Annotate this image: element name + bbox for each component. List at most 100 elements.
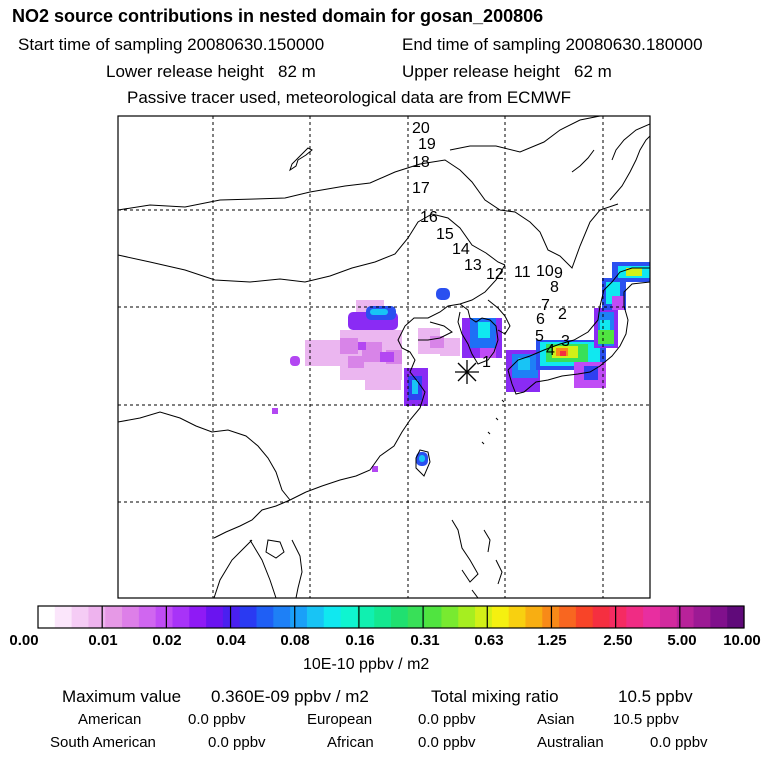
region-name-south-american: South American [50,734,156,751]
colorbar-cell [592,606,611,628]
colorbar-tick-label: 0.08 [280,632,309,649]
colorbar-tick-label: 5.00 [667,632,696,649]
sampling-start: Start time of sampling 20080630.150000 [18,35,325,54]
colorbar-cell [122,606,140,628]
graticule [118,116,650,598]
upper-release-height: Upper release height 62 m [402,62,612,81]
colorbar-cell [659,606,678,628]
colorbar-cell [525,606,543,628]
lower-release-height: Lower release height 82 m [106,62,316,81]
colorbar-tick-label: 2.50 [603,632,632,649]
trajectory-label: 12 [486,266,504,283]
colorbar-cell [155,606,174,628]
region-name-asian: Asian [537,711,575,728]
trajectory-label: 7 [541,297,550,314]
colorbar-cell [105,606,123,628]
coastlines [118,116,650,598]
colorbar-tick-label: 0.63 [474,632,503,649]
region-value-american: 0.0 ppbv [188,711,246,728]
colorbar-cell [340,606,358,628]
colorbar-cell [38,606,56,628]
region-value-south-american: 0.0 ppbv [208,734,266,751]
colorbar-cell [206,606,224,628]
colorbar-cell [407,606,426,628]
region-value-african: 0.0 ppbv [418,734,476,751]
colorbar-cell [138,606,157,628]
region-name-european: European [307,711,373,728]
colorbar-cell [273,606,291,628]
tracer-note: Passive tracer used, meteorological data… [127,88,572,107]
colorbar-cell [559,606,577,628]
total-mixing-value: 10.5 ppbv [618,687,693,706]
colorbar-cell [491,606,510,628]
colorbar-cell [475,606,493,628]
trajectory-label: 9 [554,265,563,282]
max-value: 0.360E-09 ppbv / m2 [211,687,369,706]
trajectory-label: 6 [536,311,545,328]
trajectory-label: 10 [536,263,554,280]
trajectory-label: 14 [452,241,470,258]
colorbar-cell [710,606,728,628]
region-name-american: American [78,711,142,728]
colorbar-cell [643,606,661,628]
trajectory-label: 17 [412,180,430,197]
colorbar-cell [626,606,644,628]
colorbar-unit: 10E-10 ppbv / m2 [303,656,430,673]
colorbar-cell [172,606,190,628]
region-value-australian: 0.0 ppbv [650,734,708,751]
trajectory-label: 1 [482,354,491,371]
colorbar-cell [424,606,443,628]
trajectory-label: 15 [436,226,454,243]
trajectory-label: 19 [418,136,436,153]
colorbar-cell [458,606,476,628]
trajectory-label: 16 [420,209,438,226]
colorbar-cell [609,606,627,628]
trajectory-label: 8 [550,279,559,296]
colorbar-cell [693,606,711,628]
max-value-label: Maximum value [62,687,182,706]
colorbar-tick-label: 0.31 [410,632,439,649]
trajectory-labels: 1 2 3 4 5 6 7 8 9 10 11 12 13 14 15 16 1… [412,120,570,371]
colorbar-tick-label: 0.00 [9,632,38,649]
colorbar-cell [189,606,207,628]
trajectory-label: 4 [546,342,555,359]
colorbar-tick-label: 10.00 [723,632,761,649]
colorbar-tick-label: 0.01 [88,632,117,649]
colorbar-tick-labels: 0.00 0.01 0.02 0.04 0.08 0.16 0.31 0.63 … [9,632,760,649]
trajectory-label: 18 [412,154,430,171]
colorbar-cell [575,606,594,628]
colorbar-cell [508,606,527,628]
colorbar-cell [323,606,342,628]
colorbar-cell [441,606,459,628]
colorbar-tick-lines [101,606,681,628]
chart-title: NO2 source contributions in nested domai… [12,6,544,26]
colorbar-tick-label: 1.25 [537,632,566,649]
colorbar-cell [727,606,745,628]
colorbar-cell [290,606,308,628]
total-mixing-label: Total mixing ratio [431,687,559,706]
colorbar-tick-label: 0.02 [152,632,181,649]
colorbar-cell [676,606,695,628]
trajectory-label: 13 [464,257,482,274]
colorbar-cell [357,606,375,628]
trajectory-label: 2 [558,306,567,323]
colorbar-tick-label: 0.16 [345,632,374,649]
region-name-australian: Australian [537,734,604,751]
colorbar-cells [38,606,745,628]
colorbar-cell [239,606,258,628]
region-name-african: African [327,734,374,751]
colorbar-cell [391,606,409,628]
concentration-field [272,262,650,472]
colorbar-cell [88,606,106,628]
region-value-asian: 10.5 ppbv [613,711,679,728]
colorbar-cell [54,606,73,628]
colorbar-cell [374,606,392,628]
colorbar-cell [71,606,90,628]
colorbar-tick-label: 0.04 [216,632,246,649]
colorbar-cell [256,606,274,628]
map-frame [117,115,651,599]
region-value-european: 0.0 ppbv [418,711,476,728]
sampling-end: End time of sampling 20080630.180000 [402,35,703,54]
